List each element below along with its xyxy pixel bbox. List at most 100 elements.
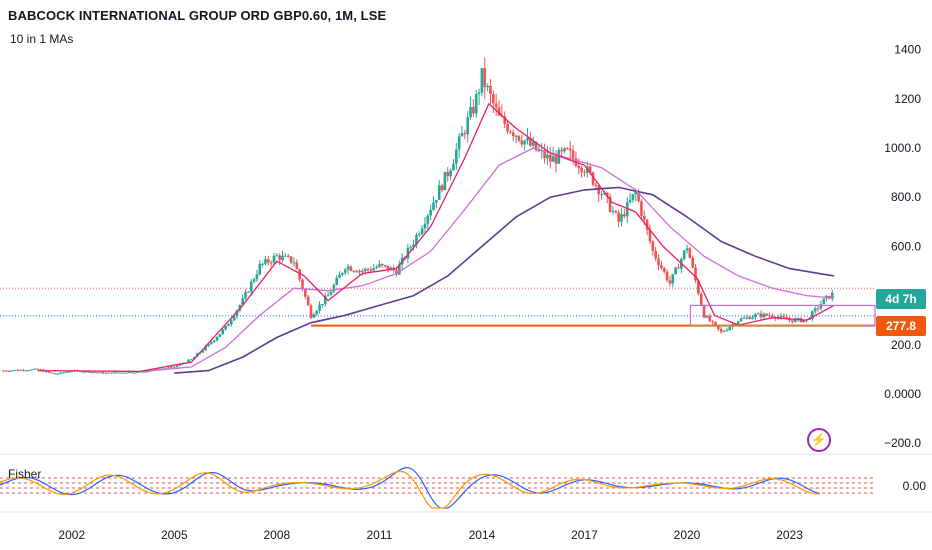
candle-body — [435, 199, 438, 203]
y-tick-label: 600.0 — [891, 239, 921, 253]
candle-body — [588, 166, 592, 173]
candle-body — [346, 266, 350, 270]
candle-body — [748, 317, 751, 320]
candle-body — [662, 268, 666, 272]
candle-body — [121, 372, 125, 374]
candle-body — [380, 263, 384, 266]
candle-body — [269, 262, 273, 264]
candle-body — [517, 135, 521, 141]
x-tick-label: 2002 — [58, 528, 85, 542]
candle-body — [90, 372, 94, 374]
candle-body — [329, 291, 333, 296]
candle-body — [717, 325, 720, 329]
y-tick-label: 1200 — [894, 92, 921, 106]
candle-body — [366, 268, 370, 270]
candle-body — [600, 194, 603, 196]
candle-body — [406, 247, 410, 259]
candle-body — [16, 369, 19, 371]
x-tick-label: 2023 — [776, 528, 803, 542]
candle-body — [449, 170, 452, 177]
candle-body — [529, 138, 532, 146]
fisher-label[interactable]: Fisher — [8, 467, 42, 481]
candle-body — [232, 316, 236, 321]
candle-body — [739, 318, 743, 322]
candle-body — [446, 171, 450, 177]
indicator-label[interactable]: 10 in 1 MAs — [10, 32, 74, 46]
candle-body — [363, 268, 367, 272]
candle-body — [2, 370, 5, 372]
candle-body — [306, 296, 310, 306]
candle-body — [628, 200, 632, 203]
candle-body — [625, 202, 629, 217]
candle-body — [477, 92, 481, 95]
candle-body — [685, 248, 689, 251]
candle-body — [338, 274, 341, 278]
candle-body — [284, 255, 287, 257]
candle-body — [13, 369, 17, 371]
candle-body — [107, 372, 111, 374]
candle-body — [84, 371, 88, 373]
candle-body — [699, 293, 703, 306]
candle-body — [509, 131, 512, 133]
candle-body — [204, 346, 207, 351]
candle-body — [671, 274, 675, 284]
candle-body — [617, 212, 620, 222]
candle-body — [326, 295, 330, 297]
candle-body — [426, 215, 430, 224]
candle-body — [255, 274, 259, 280]
candle-body — [67, 371, 71, 373]
candle-body — [551, 156, 555, 162]
candle-body — [292, 262, 296, 264]
candle-body — [33, 368, 37, 370]
candle-body — [27, 370, 31, 372]
candle-body — [218, 333, 222, 338]
candle-body — [759, 313, 763, 318]
candle-body — [201, 350, 205, 353]
candle-body — [272, 255, 276, 263]
candle-body — [429, 209, 432, 216]
candle-body — [24, 370, 28, 372]
candle-body — [816, 308, 820, 310]
candle-body — [241, 298, 244, 306]
candle-body — [489, 85, 492, 95]
candle-body — [546, 154, 549, 159]
candle-body — [791, 320, 794, 323]
candle-body — [93, 372, 96, 374]
lightning-icon[interactable]: ⚡ — [807, 428, 831, 452]
x-tick-label: 2011 — [366, 528, 392, 542]
candle-body — [173, 366, 176, 368]
candle-body — [7, 370, 11, 372]
candle-body — [543, 150, 546, 159]
candle-body — [711, 321, 714, 323]
candle-body — [492, 94, 495, 104]
candle-body — [580, 167, 583, 173]
y-tick-label: 800.0 — [891, 190, 921, 204]
candle-body — [665, 271, 669, 281]
candle-body — [187, 359, 190, 363]
candle-body — [249, 281, 253, 292]
candle-body — [355, 271, 358, 273]
candle-body — [591, 172, 595, 185]
candle-body — [756, 313, 760, 315]
candle-body — [808, 319, 811, 321]
candle-body — [113, 372, 116, 374]
candle-body — [349, 266, 353, 271]
candle-body — [614, 211, 618, 213]
candle-body — [497, 107, 501, 116]
candle-body — [480, 68, 484, 93]
candle-body — [466, 117, 469, 135]
candle-body — [691, 257, 695, 268]
candle-body — [771, 315, 774, 317]
candle-body — [295, 262, 299, 270]
candle-body — [554, 156, 558, 164]
candle-body — [634, 191, 638, 195]
ma-slow-line — [174, 186, 835, 374]
candle-body — [437, 185, 441, 200]
candle-body — [531, 141, 535, 146]
candle-body — [44, 371, 48, 373]
candle-body — [583, 172, 586, 174]
candle-body — [751, 317, 754, 320]
candle-body — [454, 149, 458, 164]
